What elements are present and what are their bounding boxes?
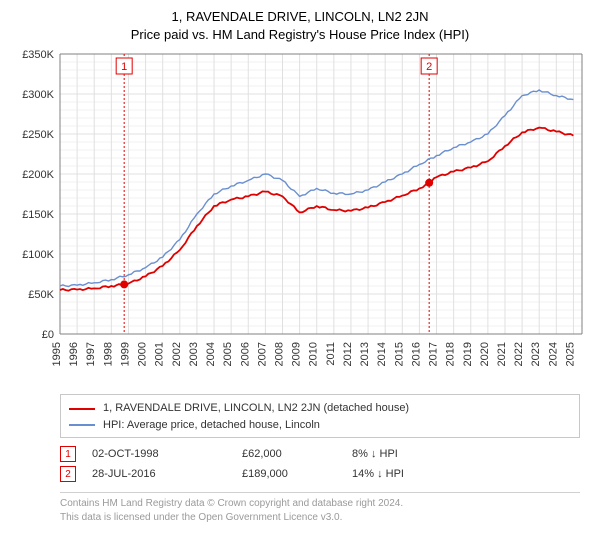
- footer-line-1: Contains HM Land Registry data © Crown c…: [60, 497, 580, 511]
- svg-text:2021: 2021: [496, 342, 508, 366]
- svg-text:2004: 2004: [205, 342, 217, 366]
- transactions-table: 1 02-OCT-1998 £62,000 8% ↓ HPI 2 28-JUL-…: [60, 444, 580, 484]
- legend-label: HPI: Average price, detached house, Linc…: [103, 417, 320, 434]
- svg-text:2018: 2018: [445, 342, 457, 366]
- svg-text:1998: 1998: [102, 342, 114, 366]
- transaction-price: £62,000: [242, 448, 352, 460]
- legend-item: HPI: Average price, detached house, Linc…: [69, 417, 571, 434]
- transaction-date: 02-OCT-1998: [92, 448, 242, 460]
- svg-text:1996: 1996: [68, 342, 80, 366]
- svg-text:2: 2: [426, 61, 432, 73]
- chart-container: 1, RAVENDALE DRIVE, LINCOLN, LN2 2JN Pri…: [0, 0, 600, 560]
- table-row: 1 02-OCT-1998 £62,000 8% ↓ HPI: [60, 444, 580, 464]
- svg-text:£100K: £100K: [22, 249, 54, 261]
- table-row: 2 28-JUL-2016 £189,000 14% ↓ HPI: [60, 464, 580, 484]
- svg-text:1997: 1997: [85, 342, 97, 366]
- svg-text:2014: 2014: [376, 342, 388, 366]
- svg-text:2003: 2003: [188, 342, 200, 366]
- svg-text:2001: 2001: [154, 342, 166, 366]
- svg-text:2015: 2015: [393, 342, 405, 366]
- svg-text:2006: 2006: [239, 342, 251, 366]
- svg-text:£300K: £300K: [22, 89, 54, 101]
- svg-text:2017: 2017: [428, 342, 440, 366]
- svg-text:2013: 2013: [359, 342, 371, 366]
- svg-text:£250K: £250K: [22, 129, 54, 141]
- legend-swatch: [69, 408, 95, 410]
- svg-text:2019: 2019: [462, 342, 474, 366]
- svg-text:2011: 2011: [325, 342, 337, 366]
- svg-text:2020: 2020: [479, 342, 491, 366]
- transaction-hpi: 8% ↓ HPI: [352, 448, 472, 460]
- svg-text:£0: £0: [42, 329, 54, 341]
- svg-text:2009: 2009: [291, 342, 303, 366]
- legend-item: 1, RAVENDALE DRIVE, LINCOLN, LN2 2JN (de…: [69, 400, 571, 417]
- svg-text:2007: 2007: [256, 342, 268, 366]
- svg-text:1995: 1995: [51, 342, 63, 366]
- svg-text:2023: 2023: [530, 342, 542, 366]
- chart-svg: £0 £50K £100K £150K £200K £250K £300K £350K 1995…: [10, 50, 590, 390]
- legend-swatch: [69, 424, 95, 426]
- transaction-date: 28-JUL-2016: [92, 468, 242, 480]
- marker-badge: 1: [60, 446, 76, 462]
- svg-text:£350K: £350K: [22, 50, 54, 61]
- svg-text:2000: 2000: [137, 342, 149, 366]
- svg-text:1: 1: [121, 61, 127, 73]
- svg-text:2010: 2010: [308, 342, 320, 366]
- marker-badge: 2: [60, 466, 76, 482]
- svg-text:£150K: £150K: [22, 209, 54, 221]
- svg-text:1999: 1999: [119, 342, 131, 366]
- transaction-price: £189,000: [242, 468, 352, 480]
- svg-text:2012: 2012: [342, 342, 354, 366]
- footer-attribution: Contains HM Land Registry data © Crown c…: [60, 492, 580, 525]
- svg-text:2025: 2025: [564, 342, 576, 366]
- svg-text:2005: 2005: [222, 342, 234, 366]
- svg-text:£200K: £200K: [22, 169, 54, 181]
- svg-text:2016: 2016: [410, 342, 422, 366]
- svg-text:2008: 2008: [273, 342, 285, 366]
- svg-text:2002: 2002: [171, 342, 183, 366]
- chart-plot-area: £0 £50K £100K £150K £200K £250K £300K £350K 1995…: [10, 50, 590, 390]
- transaction-hpi: 14% ↓ HPI: [352, 468, 472, 480]
- legend-label: 1, RAVENDALE DRIVE, LINCOLN, LN2 2JN (de…: [103, 400, 409, 417]
- svg-text:£50K: £50K: [28, 289, 54, 301]
- chart-title: 1, RAVENDALE DRIVE, LINCOLN, LN2 2JN Pri…: [10, 8, 590, 44]
- footer-line-2: This data is licensed under the Open Gov…: [60, 511, 580, 525]
- svg-text:2022: 2022: [513, 342, 525, 366]
- svg-text:2024: 2024: [547, 342, 559, 366]
- title-line-1: 1, RAVENDALE DRIVE, LINCOLN, LN2 2JN: [10, 8, 590, 26]
- legend: 1, RAVENDALE DRIVE, LINCOLN, LN2 2JN (de…: [60, 394, 580, 438]
- title-line-2: Price paid vs. HM Land Registry's House …: [10, 26, 590, 44]
